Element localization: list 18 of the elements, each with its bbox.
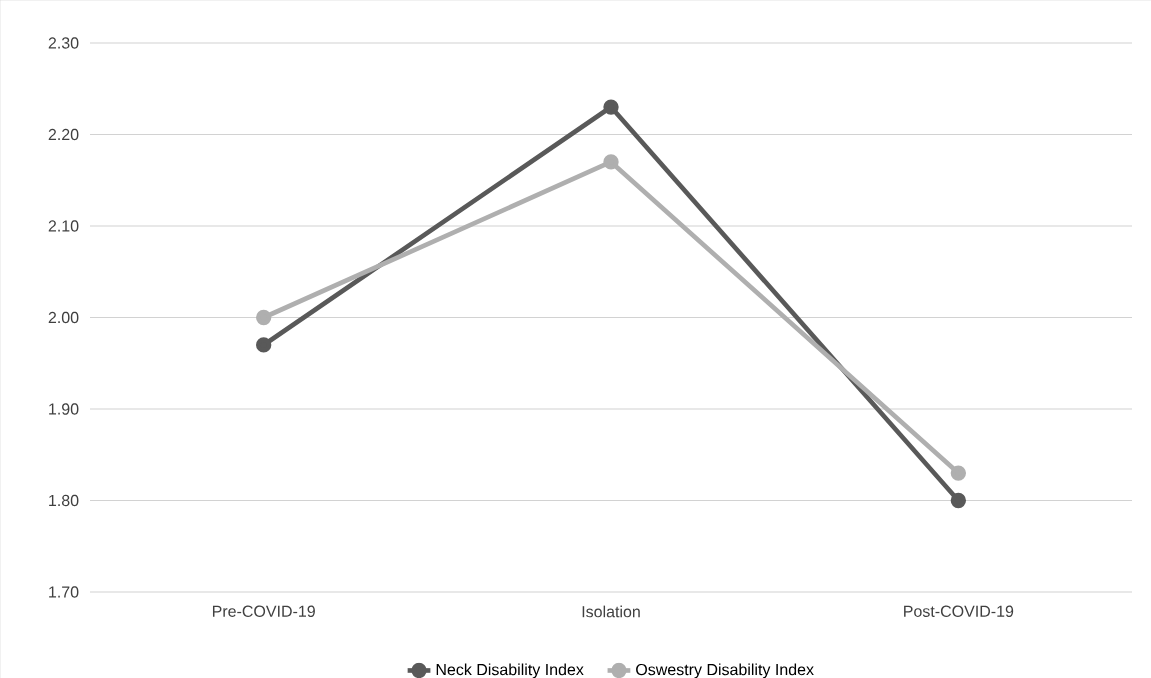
point <box>256 337 272 353</box>
y-tick-label: 1.90 <box>49 403 79 415</box>
point <box>603 99 619 115</box>
y-tick-label: 2.30 <box>48 37 79 49</box>
y-tick-label: 2.10 <box>48 220 79 232</box>
x-tick-label: Post-COVID-19 <box>904 605 1014 617</box>
point <box>256 309 272 326</box>
legend-label: Neck Disability Index <box>436 663 584 678</box>
x-tick-label: Isolation <box>582 605 640 618</box>
y-tick-label: 2.00 <box>48 311 79 324</box>
point <box>950 465 967 481</box>
point <box>950 492 967 509</box>
legend-label: Oswestry Disability Index <box>636 663 814 678</box>
y-tick-label: 1.70 <box>49 586 79 598</box>
y-tick-label: 2.20 <box>48 128 79 141</box>
x-tick-label: Pre-COVID-19 <box>212 605 315 617</box>
y-tick-label: 1.80 <box>49 494 79 507</box>
point <box>603 154 619 170</box>
